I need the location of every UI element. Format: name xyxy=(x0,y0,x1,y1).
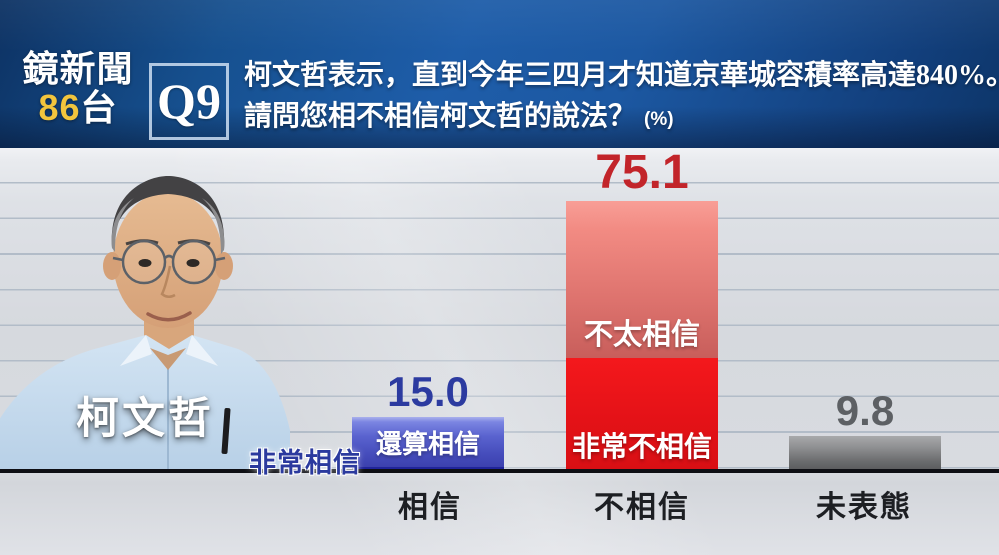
strongly-believe-outside-label: 非常相信 xyxy=(249,448,361,478)
percent-unit: (%) xyxy=(644,108,674,130)
portrait-eye-right xyxy=(186,259,200,267)
glasses-temples xyxy=(112,256,226,262)
portrait-ear-right xyxy=(215,252,233,280)
header-banner: 鏡新聞 86台 Q9 柯文哲表示，直到今年三四月才知道京華城容積率高達840%。… xyxy=(0,0,999,148)
portrait-hair-gray-left xyxy=(111,198,134,252)
portrait-hair xyxy=(111,176,225,250)
shirt-collar-left xyxy=(120,335,152,366)
shirt-collar-right xyxy=(186,335,218,366)
category-believe: 相信 xyxy=(398,491,462,524)
bar-value-undecided: 9.8 xyxy=(835,386,895,434)
channel-logo: 鏡新聞 86台 xyxy=(14,48,142,128)
portrait-hair-gray-right xyxy=(202,198,225,254)
bar-undecided xyxy=(789,435,941,471)
bar-value-distrust: 75.1 xyxy=(595,145,689,199)
bar-column-undecided: 9.8 xyxy=(789,148,941,471)
segment-somewhat-distrust: 不太相信 xyxy=(566,200,718,358)
chart-area: 柯文哲 15.0 還算相信 75.1 不太相信 非常不相信 9.8 非常相信 xyxy=(0,148,999,555)
portrait-shirt xyxy=(0,335,290,471)
x-axis-line xyxy=(0,469,999,473)
channel-number: 86 xyxy=(38,86,81,128)
bar-value-believe: 15.0 xyxy=(387,368,469,416)
subject-photo xyxy=(0,176,290,471)
channel-number-line: 86台 xyxy=(14,86,142,128)
pocket-pen xyxy=(221,407,231,455)
question-tag: Q9 xyxy=(157,72,221,129)
bar-believe: 還算相信 xyxy=(352,417,504,471)
segment-undecided xyxy=(789,435,941,471)
channel-name: 鏡新聞 xyxy=(22,48,134,89)
portrait-ear-left xyxy=(103,252,121,280)
question-tag-box: Q9 xyxy=(149,63,229,140)
portrait-eye-left xyxy=(138,259,152,267)
bar-distrust: 不太相信 非常不相信 xyxy=(566,200,718,471)
question-line-2: 請問您相不相信柯文哲的說法？ (%) xyxy=(244,100,674,132)
portrait-nose xyxy=(160,265,176,298)
glasses-bridge xyxy=(164,254,174,259)
channel-suffix: 台 xyxy=(80,86,118,128)
segment-strongly-distrust: 非常不相信 xyxy=(566,357,718,471)
bar-column-distrust: 75.1 不太相信 非常不相信 xyxy=(566,148,718,471)
collar-opening xyxy=(150,348,186,370)
bar-column-believe: 15.0 還算相信 xyxy=(352,148,504,471)
portrait-mouth xyxy=(146,311,192,322)
category-labels: 相信 不相信 未表態 xyxy=(0,482,999,524)
question-line-1: 柯文哲表示，直到今年三四月才知道京華城容積率高達840%。 xyxy=(244,60,999,91)
category-distrust: 不相信 xyxy=(594,491,690,524)
question-text: 柯文哲表示，直到今年三四月才知道京華城容積率高達840%。 請問您相不相信柯文哲… xyxy=(244,56,999,137)
segment-somewhat-believe: 還算相信 xyxy=(352,417,504,468)
category-undecided: 未表態 xyxy=(816,491,912,524)
portrait-head xyxy=(113,192,223,328)
subject-name-label: 柯文哲 xyxy=(76,395,214,443)
